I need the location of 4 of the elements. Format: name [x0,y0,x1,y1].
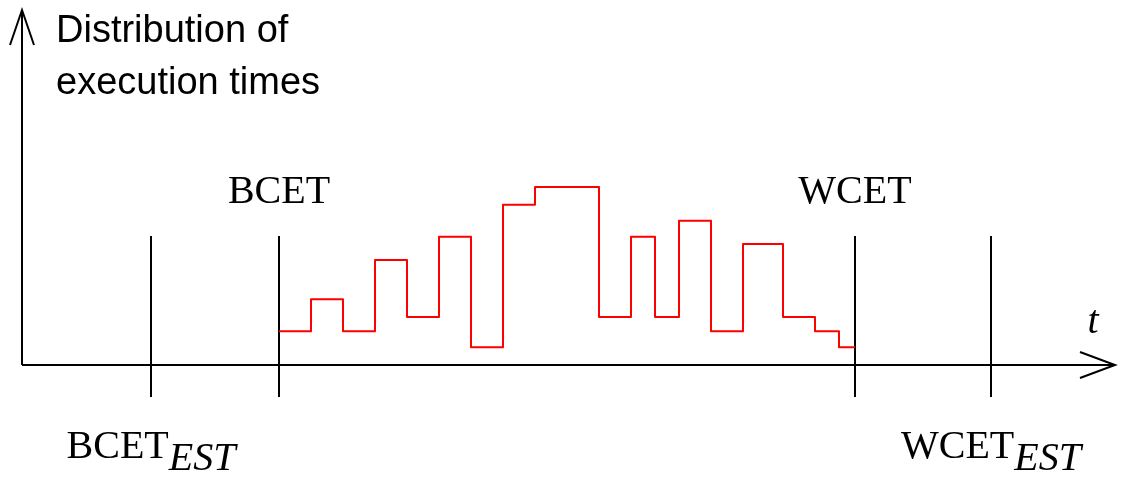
y-axis-title: Distribution of execution times [56,8,321,102]
annotation: BCET [227,167,331,212]
annotation: WCET [798,167,912,212]
x-axis-title: t [1087,297,1100,342]
